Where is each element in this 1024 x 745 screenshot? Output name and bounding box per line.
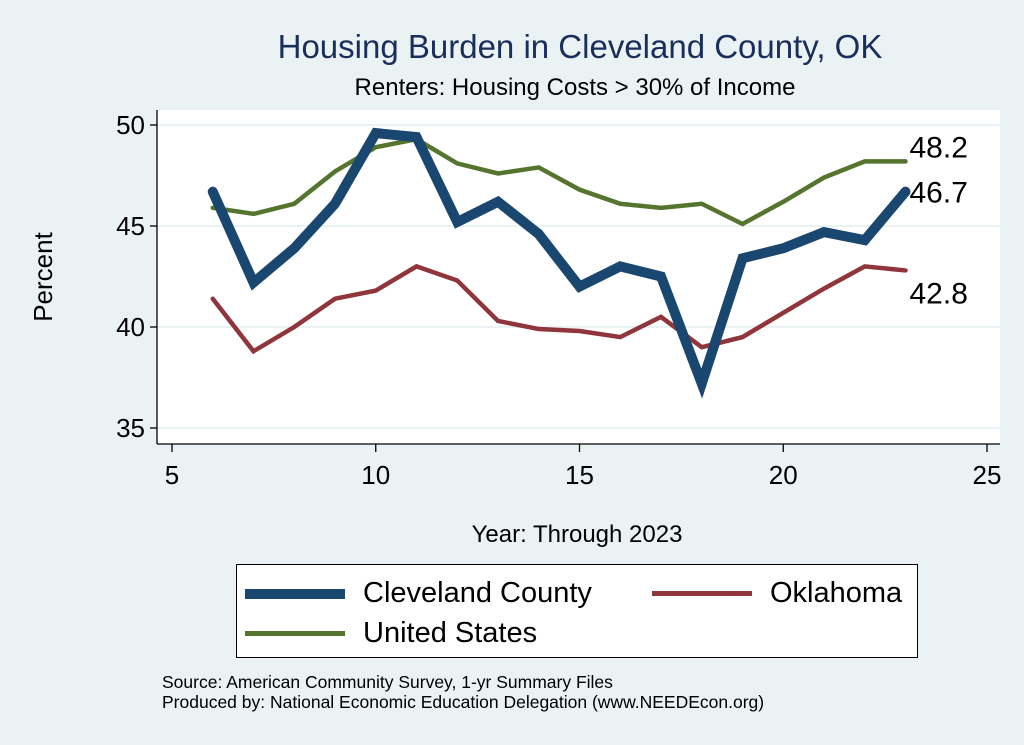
end-label-united-states: 48.2: [910, 131, 968, 164]
legend-item-cleveland: Cleveland County: [245, 577, 592, 610]
legend-label: Oklahoma: [770, 577, 903, 609]
end-labels: 46.7 42.8 48.2: [910, 131, 968, 310]
chart-subtitle: Renters: Housing Costs > 30% of Income: [354, 74, 796, 101]
x-tick-label: 15: [565, 460, 594, 490]
legend-label: United States: [363, 617, 538, 649]
legend-label: Cleveland County: [363, 577, 592, 609]
chart-title: Housing Burden in Cleveland County, OK: [277, 28, 883, 65]
series-lines: [207, 127, 911, 399]
legend-swatch-cleveland: [245, 588, 345, 599]
y-tick-label: 40: [116, 312, 145, 342]
y-axis-label: Percent: [28, 231, 58, 321]
x-tick-label: 20: [769, 460, 798, 490]
legend-item-united-states: United States: [245, 617, 537, 650]
legend-swatch-united-states: [245, 631, 345, 636]
legend-item-oklahoma: Oklahoma: [652, 577, 902, 610]
series-line-oklahoma: [210, 263, 908, 355]
axes: 35 40 45 50 5 10 15 20 25: [116, 110, 1001, 490]
y-tick-label: 35: [116, 413, 145, 443]
end-label-oklahoma: 42.8: [910, 277, 968, 310]
series-line-cleveland-county: [207, 127, 911, 399]
y-tick-label: 45: [116, 211, 145, 241]
source-note: Source: American Community Survey, 1-yr …: [162, 672, 613, 692]
x-axis-label: Year: Through 2023: [472, 521, 683, 548]
footer-notes: Source: American Community Survey, 1-yr …: [162, 672, 764, 712]
series-line-united-states: [210, 136, 908, 227]
x-tick-label: 25: [973, 460, 1002, 490]
legend-swatch-oklahoma: [652, 591, 752, 596]
x-tick-label: 10: [361, 460, 390, 490]
y-tick-label: 50: [116, 110, 145, 140]
end-label-cleveland-county: 46.7: [910, 177, 968, 210]
x-tick-label: 5: [165, 460, 179, 490]
producer-note: Produced by: National Economic Education…: [162, 692, 765, 712]
legend: Cleveland County Oklahoma United States: [236, 564, 918, 658]
